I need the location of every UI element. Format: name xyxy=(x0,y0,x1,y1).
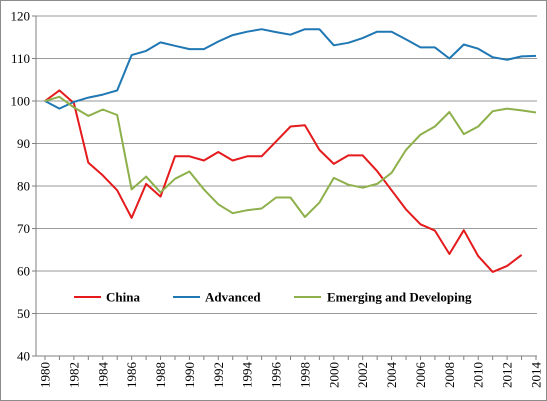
x-tick-label-1990: 1990 xyxy=(182,362,197,388)
x-tick-label-1988: 1988 xyxy=(153,362,168,388)
axes xyxy=(32,15,537,360)
legend-item-china: China xyxy=(74,290,140,305)
y-tick-label-90: 90 xyxy=(17,136,30,151)
y-tick-label-120: 120 xyxy=(11,9,31,24)
y-tick-label-80: 80 xyxy=(17,179,30,194)
x-tick-label-1982: 1982 xyxy=(66,362,81,388)
x-tick-label-2012: 2012 xyxy=(500,362,515,388)
series-line-advanced xyxy=(44,28,537,110)
y-tick-label-70: 70 xyxy=(17,221,30,236)
x-tick-label-1980: 1980 xyxy=(38,362,53,388)
x-tick-label-2010: 2010 xyxy=(471,362,486,388)
legend: China Advanced Emerging and Developing xyxy=(74,290,472,305)
x-tick-label-1996: 1996 xyxy=(269,362,284,389)
y-tick-label-100: 100 xyxy=(11,94,31,109)
x-tick-label-2000: 2000 xyxy=(326,362,341,388)
y-tick-label-50: 50 xyxy=(17,306,30,321)
x-tick-labels: 1980 1982 1984 1986 1988 1990 1992 1994 1996 1998… xyxy=(38,362,544,389)
x-tick-label-2002: 2002 xyxy=(355,362,370,388)
x-tick-label-2008: 2008 xyxy=(442,362,457,388)
x-tick-label-2004: 2004 xyxy=(384,362,399,389)
legend-label-emerging-and-developing: Emerging and Developing xyxy=(327,290,472,305)
series-lines xyxy=(44,28,537,273)
x-tick-label-1986: 1986 xyxy=(124,362,139,389)
y-tick-label-40: 40 xyxy=(17,349,30,364)
y-tick-label-60: 60 xyxy=(17,264,30,279)
x-tick-label-1998: 1998 xyxy=(297,362,312,388)
y-tick-labels: 40 50 60 70 80 90 100 110 120 xyxy=(11,9,31,364)
x-tick-label-1994: 1994 xyxy=(240,362,255,389)
legend-item-advanced: Advanced xyxy=(173,290,261,305)
series-line-emerging-and-developing xyxy=(44,95,537,218)
legend-item-emerging-and-developing: Emerging and Developing xyxy=(294,290,472,305)
x-tick-label-1992: 1992 xyxy=(211,362,226,388)
series-line-china xyxy=(44,89,523,273)
y-tick-label-110: 110 xyxy=(11,51,30,66)
x-tick-label-2006: 2006 xyxy=(413,362,428,389)
x-tick-label-1984: 1984 xyxy=(95,362,110,389)
gridlines xyxy=(36,15,537,314)
legend-label-china: China xyxy=(106,290,140,305)
x-tick-label-2014: 2014 xyxy=(529,362,544,389)
legend-label-advanced: Advanced xyxy=(205,290,261,305)
